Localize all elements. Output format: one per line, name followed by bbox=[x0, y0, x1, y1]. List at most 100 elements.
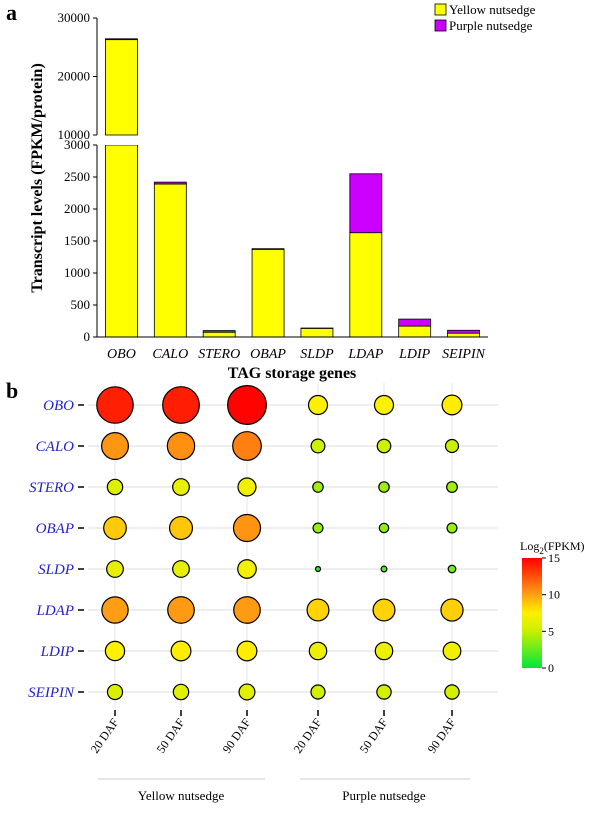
bar-segment bbox=[447, 329, 480, 334]
bubble bbox=[167, 596, 195, 624]
panel-b: b OBO CALO STERO OBAP SLDP LDAP LDIP SEIPIN 20 … bbox=[6, 378, 585, 803]
bar-segment bbox=[105, 38, 138, 41]
colorbar: Log2(FPKM) 0 5 10 15 bbox=[520, 539, 585, 675]
group-label: Yellow nutsedge bbox=[138, 788, 225, 803]
category-label: OBO bbox=[107, 347, 136, 362]
bubble bbox=[376, 684, 392, 700]
bubble bbox=[170, 640, 192, 662]
bubble bbox=[101, 596, 129, 624]
bubble bbox=[106, 683, 124, 701]
bubble bbox=[237, 559, 257, 579]
bubble bbox=[106, 560, 124, 578]
bubble bbox=[232, 431, 262, 461]
bubble bbox=[447, 564, 457, 574]
bubbles bbox=[96, 385, 464, 701]
bubble bbox=[306, 598, 330, 622]
x-axis-label: TAG storage genes bbox=[228, 365, 357, 382]
y-tick-label: 1000 bbox=[64, 265, 90, 280]
bar-segment bbox=[398, 325, 432, 338]
bar-segment bbox=[349, 232, 383, 338]
bar-segment bbox=[202, 330, 236, 333]
category-label: SEIPIN bbox=[442, 347, 485, 362]
bubble bbox=[236, 640, 258, 662]
x-tick-label: 50 DAF bbox=[357, 715, 391, 755]
bubble bbox=[103, 516, 127, 540]
bubble bbox=[307, 394, 329, 416]
category-label: SLDP bbox=[300, 347, 334, 362]
group-label: Purple nutsedge bbox=[342, 788, 426, 803]
bubble bbox=[238, 683, 256, 701]
bubble bbox=[378, 481, 390, 493]
upper-y-ticks: 10000 20000 30000 bbox=[58, 10, 97, 142]
panel-b-letter: b bbox=[6, 378, 18, 403]
bubble bbox=[440, 598, 464, 622]
bubble bbox=[441, 394, 463, 416]
gene-label: LDAP bbox=[36, 603, 75, 619]
gene-label: SEIPIN bbox=[28, 685, 75, 701]
bubble bbox=[106, 478, 124, 496]
bar-segment bbox=[105, 144, 138, 338]
x-tick-label: 20 DAF bbox=[291, 715, 325, 755]
bubble bbox=[101, 432, 129, 460]
bubble bbox=[446, 481, 458, 493]
bubble bbox=[442, 641, 462, 661]
gene-label: OBAP bbox=[36, 521, 74, 537]
category-label: OBAP bbox=[250, 347, 286, 362]
category-label: LDIP bbox=[398, 347, 431, 362]
y-axis-label: Transcript levels (FPKM/protein) bbox=[29, 63, 46, 293]
bar-segment bbox=[202, 331, 236, 338]
gene-label: STERO bbox=[29, 480, 74, 496]
bubble bbox=[312, 481, 324, 493]
gene-labels: OBO CALO STERO OBAP SLDP LDAP LDIP SEIPIN bbox=[28, 398, 84, 701]
colorbar-gradient bbox=[522, 558, 542, 668]
x-tick-label: 90 DAF bbox=[425, 715, 459, 755]
bubble bbox=[446, 522, 458, 534]
bubble bbox=[104, 640, 126, 662]
bubble-grid bbox=[88, 383, 498, 708]
bubble bbox=[310, 684, 326, 700]
bars bbox=[104, 38, 480, 338]
bubble bbox=[96, 386, 134, 424]
y-tick-label: 2000 bbox=[64, 201, 90, 216]
bar-segment bbox=[300, 327, 334, 338]
y-tick-label: 30000 bbox=[58, 10, 91, 25]
colorbar-title: Log2(FPKM) bbox=[520, 539, 585, 556]
x-tick-labels: 20 DAF 50 DAF 90 DAF 20 DAF 50 DAF 90 DAF bbox=[88, 710, 459, 756]
y-tick-label: 20000 bbox=[58, 69, 91, 84]
x-tick-label: 20 DAF bbox=[88, 715, 122, 755]
y-tick-label: 2500 bbox=[64, 169, 90, 184]
legend-label: Yellow nutsedge bbox=[449, 2, 536, 17]
gene-label: OBO bbox=[43, 398, 74, 414]
bubble bbox=[166, 431, 196, 461]
bubble bbox=[233, 596, 261, 624]
axis-break-gap bbox=[104, 136, 139, 145]
bar-segment bbox=[251, 248, 285, 250]
bar-segment bbox=[349, 173, 383, 234]
panel-a-letter: a bbox=[6, 0, 17, 25]
bubble bbox=[162, 386, 200, 424]
category-label: CALO bbox=[152, 347, 188, 362]
bar-segment bbox=[447, 332, 480, 338]
legend-swatch bbox=[434, 3, 447, 16]
bubble bbox=[444, 438, 460, 454]
bubble bbox=[172, 478, 190, 496]
bubble bbox=[380, 565, 388, 573]
category-label: LDAP bbox=[347, 347, 383, 362]
bubble bbox=[172, 683, 190, 701]
bar-segment bbox=[398, 318, 432, 327]
category-labels: OBO CALO STERO OBAP SLDP LDAP LDIP SEIPIN bbox=[107, 347, 486, 362]
colorbar-tick-label: 0 bbox=[548, 661, 554, 675]
colorbar-tick-label: 10 bbox=[548, 588, 560, 602]
gene-label: CALO bbox=[36, 439, 75, 455]
bubble bbox=[232, 513, 262, 543]
colorbar-tick-label: 5 bbox=[548, 624, 554, 638]
bubble bbox=[376, 438, 392, 454]
bubble bbox=[372, 598, 396, 622]
panel-a: a Transcript levels (FPKM/protein) TAG s… bbox=[6, 0, 536, 382]
y-tick-label: 0 bbox=[84, 329, 91, 344]
bar-segment bbox=[105, 39, 138, 136]
gene-label: SLDP bbox=[38, 562, 74, 578]
lower-y-ticks: 0 500 1000 1500 2000 2500 3000 bbox=[64, 137, 97, 344]
